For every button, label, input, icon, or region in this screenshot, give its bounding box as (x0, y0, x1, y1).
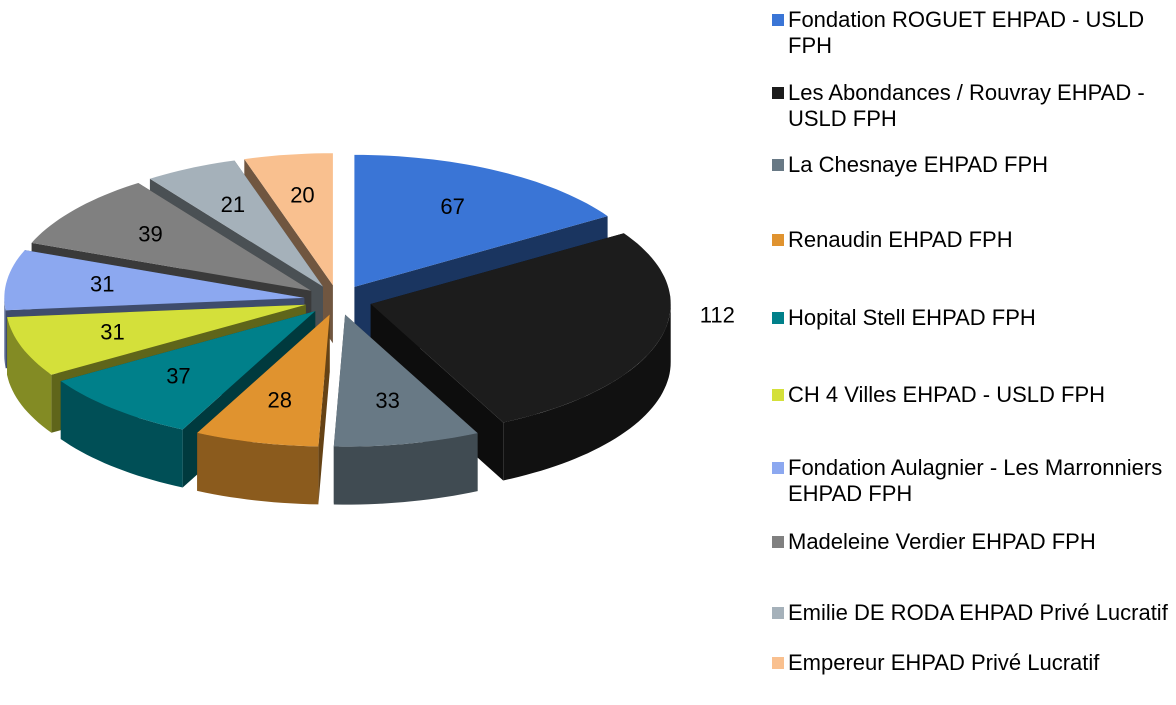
legend-swatch (772, 607, 784, 619)
data-label: 39 (138, 221, 162, 246)
legend-label: Renaudin EHPAD FPH (788, 227, 1013, 252)
legend-item: Renaudin EHPAD FPH (772, 227, 1176, 253)
legend-label: CH 4 Villes EHPAD - USLD FPH (788, 382, 1106, 407)
slice-top (354, 154, 608, 287)
slice-top (7, 304, 306, 375)
legend-item: Les Abondances / Rouvray EHPAD - USLD FP… (772, 80, 1176, 132)
legend-item: Empereur EHPAD Privé Lucratif (772, 650, 1176, 676)
legend-item: CH 4 Villes EHPAD - USLD FPH (772, 382, 1176, 408)
legend-swatch (772, 536, 784, 548)
pie-area: 67 112 33 28 37 31 31 39 21 20 (4, 153, 735, 505)
legend-swatch (772, 159, 784, 171)
legend-swatch (772, 14, 784, 26)
legend-label: Fondation Aulagnier - Les Marronniers EH… (788, 455, 1163, 506)
legend-swatch (772, 389, 784, 401)
data-label: 28 (267, 387, 291, 412)
data-label: 67 (440, 194, 464, 219)
legend-label: Les Abondances / Rouvray EHPAD - USLD FP… (788, 80, 1145, 131)
slice-top (31, 183, 312, 291)
slice-wall (60, 381, 183, 488)
legend-label: La Chesnaye EHPAD FPH (788, 152, 1049, 177)
data-label: 31 (100, 319, 124, 344)
legend-item: Madeleine Verdier EHPAD FPH (772, 529, 1176, 555)
data-label: 33 (375, 388, 399, 413)
legend-label: Hopital Stell EHPAD FPH (788, 305, 1036, 330)
legend-label: Empereur EHPAD Privé Lucratif (788, 650, 1100, 675)
slice-top (333, 314, 478, 447)
legend-item: Emilie DE RODA EHPAD Privé Lucratif (772, 600, 1176, 626)
legend-swatch (772, 657, 784, 669)
slice-top (60, 311, 316, 430)
slice (197, 314, 330, 505)
slice-wall (7, 317, 52, 433)
slice-wall (4, 297, 6, 369)
legend-label: Fondation ROGUET EHPAD - USLD FPH (788, 7, 1145, 58)
slice-top (4, 250, 305, 311)
data-label: 37 (166, 364, 190, 389)
legend-swatch (772, 462, 784, 474)
legend-swatch (772, 312, 784, 324)
slice-top (370, 233, 671, 423)
slice-wall (197, 432, 319, 505)
legend-swatch (772, 234, 784, 246)
slice-top (244, 153, 333, 286)
legend-label: Emilie DE RODA EHPAD Privé Lucratif (788, 600, 1168, 625)
legend-swatch (772, 87, 784, 99)
data-label: 21 (221, 192, 245, 217)
slice-wall (503, 304, 671, 481)
slice-top (149, 160, 323, 287)
legend-label: Madeleine Verdier EHPAD FPH (788, 529, 1096, 554)
slice (333, 314, 478, 505)
legend-item: La Chesnaye EHPAD FPH (772, 152, 1176, 178)
data-label: 31 (90, 271, 114, 296)
slice-top (197, 314, 330, 447)
legend-item: Fondation ROGUET EHPAD - USLD FPH (772, 7, 1176, 59)
slice-wall (333, 433, 478, 505)
legend-item: Fondation Aulagnier - Les Marronniers EH… (772, 455, 1176, 507)
data-label: 112 (700, 303, 735, 328)
legend-item: Hopital Stell EHPAD FPH (772, 305, 1176, 331)
data-label: 20 (290, 182, 314, 207)
